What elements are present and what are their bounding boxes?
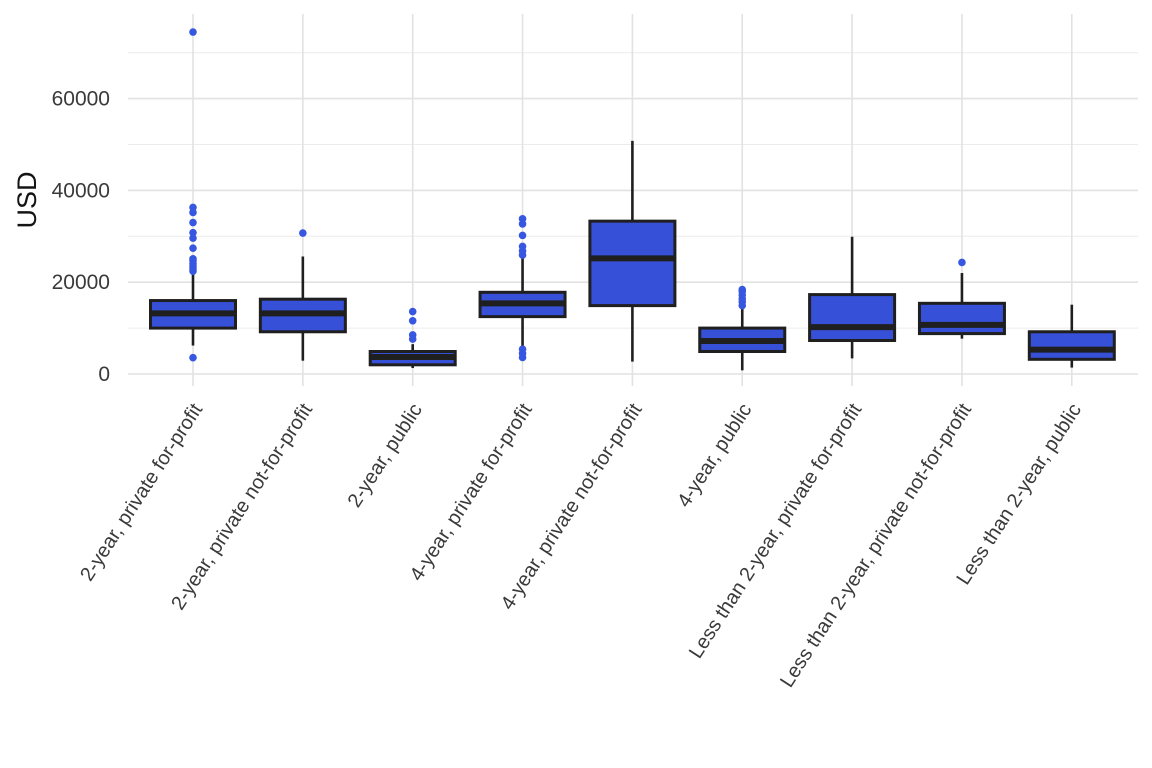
boxplot-group bbox=[258, 229, 347, 361]
boxplot-box bbox=[917, 301, 1006, 336]
axis-layer: 0 20000 40000 60000 2-year, private for-prof… bbox=[52, 88, 1086, 692]
outlier-point bbox=[189, 254, 197, 263]
x-tick-label: 2-year, private for-profit bbox=[76, 399, 207, 585]
outlier-point bbox=[518, 345, 527, 354]
y-tick-label: 0 bbox=[98, 363, 110, 386]
outlier-point bbox=[518, 242, 527, 251]
y-axis-title: USD bbox=[12, 171, 42, 228]
outlier-point bbox=[189, 28, 197, 36]
boxplot-group bbox=[808, 236, 897, 359]
y-tick-label: 20000 bbox=[52, 271, 110, 294]
outlier-point bbox=[189, 218, 197, 227]
outlier-point bbox=[299, 229, 307, 237]
boxplot-group bbox=[149, 28, 237, 362]
y-tick-label: 40000 bbox=[52, 179, 110, 202]
outlier-point bbox=[958, 258, 966, 267]
outlier-point bbox=[518, 215, 527, 223]
boxplot-group bbox=[1027, 304, 1116, 368]
boxplot-group bbox=[588, 140, 677, 362]
boxplot-group bbox=[478, 215, 567, 362]
outlier-point bbox=[189, 228, 197, 237]
outlier-point bbox=[189, 203, 197, 212]
boxplot-box bbox=[808, 293, 897, 342]
x-tick-label: 2-year, public bbox=[344, 400, 427, 512]
boxplot-box bbox=[588, 219, 677, 308]
outlier-point bbox=[189, 353, 197, 362]
boxplot-box bbox=[1027, 330, 1116, 361]
outlier-point bbox=[408, 307, 417, 316]
x-tick-label: Less than 2-year, private not-for-profit bbox=[776, 399, 976, 691]
boxplot-group bbox=[917, 258, 1006, 339]
y-tick-label: 60000 bbox=[52, 88, 110, 111]
x-tick-label: 4-year, public bbox=[673, 400, 756, 512]
outlier-point bbox=[189, 244, 197, 253]
x-tick-label: 4-year, private for-profit bbox=[406, 399, 537, 585]
outlier-point bbox=[518, 231, 527, 240]
outlier-point bbox=[408, 316, 417, 325]
outlier-point bbox=[738, 285, 747, 294]
x-tick-label: Less than 2-year, public bbox=[952, 400, 1086, 589]
boxplot-group bbox=[698, 285, 787, 371]
outlier-point bbox=[408, 331, 417, 339]
outlier-point bbox=[189, 234, 197, 242]
box-layer bbox=[149, 28, 1116, 371]
boxplot-group bbox=[368, 307, 457, 369]
